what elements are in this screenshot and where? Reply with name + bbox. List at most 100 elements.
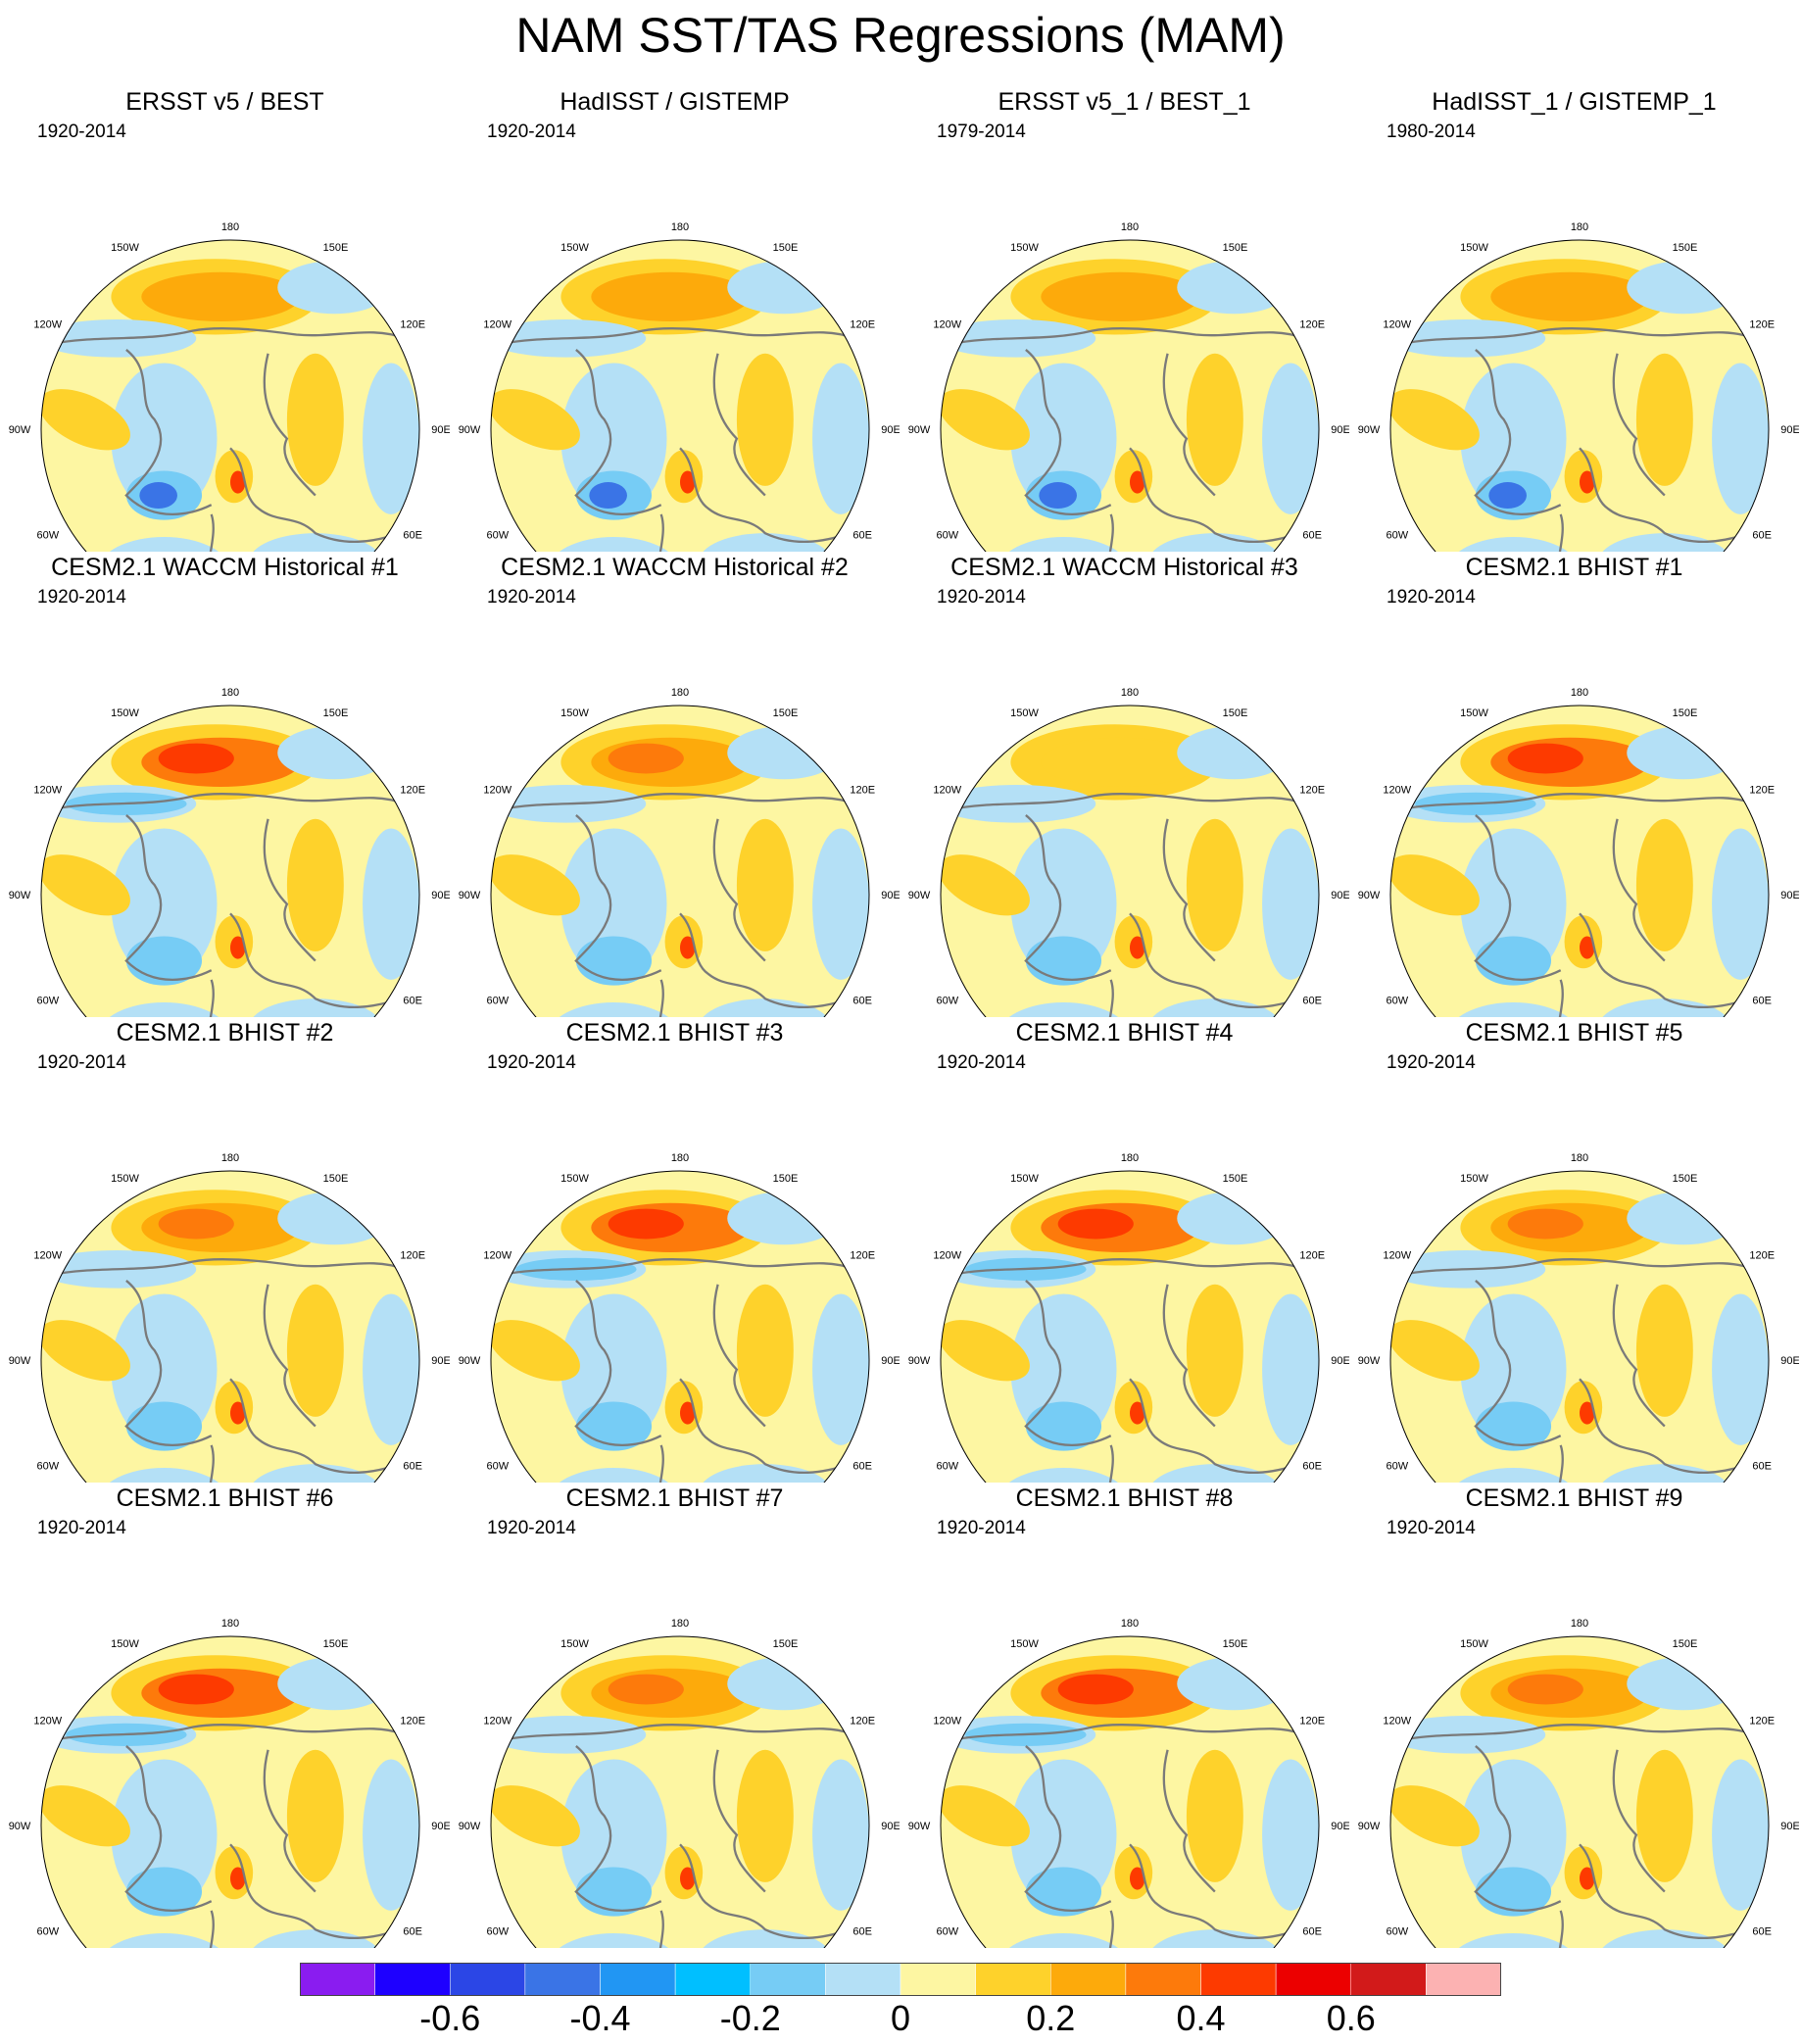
longitude-label: 120W (933, 785, 961, 797)
anomaly-contour (363, 828, 419, 980)
panel-period: 1920-2014 (937, 587, 1026, 608)
coastline (1162, 1749, 1216, 1893)
anomaly-contour (249, 998, 382, 1017)
longitude-label: 60W (936, 996, 958, 1007)
anomaly-contour (249, 1464, 382, 1483)
anomaly-contour (941, 389, 1030, 451)
longitude-label: 180 (221, 1618, 239, 1630)
anomaly-contour (608, 1674, 684, 1705)
longitude-label: 120E (1299, 785, 1325, 797)
polar-map: 180150E120E90E60E30E030W60W90W120W150W (1358, 687, 1799, 1017)
longitude-label: 60E (403, 530, 422, 542)
anomaly-contour (111, 1759, 218, 1911)
anomaly-contour (560, 363, 667, 514)
anomaly-contour (1460, 1293, 1567, 1445)
panel-title: HadISST_1 / GISTEMP_1 (1432, 88, 1717, 116)
anomaly-contour (230, 1867, 246, 1890)
longitude-label: 90E (881, 1821, 900, 1832)
coastline (1024, 1280, 1112, 1446)
longitude-label: 90E (431, 1821, 450, 1832)
anomaly-contour (1186, 818, 1243, 951)
coastline (712, 818, 766, 962)
longitude-label: 120E (1749, 1250, 1775, 1262)
coastline (1474, 349, 1562, 515)
anomaly-contour (560, 1759, 667, 1911)
longitude-label: 60W (936, 530, 958, 542)
coastline (574, 1280, 662, 1446)
longitude-label: 60E (1752, 996, 1772, 1007)
anomaly-contour (1488, 482, 1527, 510)
polar-map: 180150E120E90E60E30E030W60W90W120W150W (459, 1618, 900, 1948)
anomaly-contour (41, 1785, 130, 1847)
longitude-label: 180 (671, 687, 689, 699)
longitude-label: 150W (1010, 707, 1039, 719)
longitude-label: 180 (221, 221, 239, 233)
globe-outline (490, 239, 870, 552)
anomaly-contour (1186, 1284, 1243, 1417)
anomaly-contour (1057, 1208, 1134, 1240)
anomaly-contour (1460, 1759, 1567, 1911)
anomaly-contour (1148, 533, 1282, 552)
longitude-label: 60E (1302, 1926, 1322, 1938)
longitude-label: 90E (1331, 1821, 1349, 1832)
longitude-label: 90E (881, 1355, 900, 1367)
coastline (50, 327, 406, 346)
coastline (574, 814, 662, 981)
map-panel: CESM2.1 BHIST #3 1920-2014 180 150E 120E 90E 6… (450, 1017, 900, 1483)
polar-map: 180150E120E90E60E30E030W60W90W120W150W (908, 687, 1349, 1017)
anomaly-contour (1635, 353, 1693, 486)
anomaly-contour (286, 1749, 344, 1882)
longitude-label: 90E (1780, 1821, 1799, 1832)
longitude-label: 180 (671, 1152, 689, 1164)
anomaly-contour (249, 533, 382, 552)
coastline (712, 1284, 766, 1428)
longitude-label: 120E (400, 1716, 425, 1728)
anomaly-contour (158, 743, 234, 774)
longitude-label: 60E (1302, 996, 1322, 1007)
anomaly-contour (1598, 998, 1731, 1017)
longitude-label: 90W (9, 424, 31, 436)
coastline (206, 1444, 222, 1483)
longitude-label: 150W (111, 707, 139, 719)
longitude-label: 150E (773, 1173, 799, 1185)
globe-outline (1389, 1170, 1770, 1483)
colorbar-tick-label: 0 (890, 1998, 911, 2038)
anomaly-contour (1130, 1867, 1145, 1890)
colorbar-swatch (1426, 1963, 1501, 1996)
longitude-label: 180 (1121, 687, 1139, 699)
coastline (1399, 1724, 1755, 1742)
anomaly-contour (941, 854, 1030, 916)
map-panel: CESM2.1 BHIST #4 1920-2014 180 150E 120E 90E 6… (900, 1017, 1349, 1483)
map-panel: CESM2.1 WACCM Historical #2 1920-2014 180 1… (450, 552, 900, 1017)
coastline (679, 1843, 852, 1939)
panel-title: CESM2.1 WACCM Historical #2 (501, 554, 849, 581)
globe-outline (1389, 239, 1770, 552)
longitude-label: 150W (1010, 242, 1039, 254)
coastline (500, 327, 855, 346)
globe-outline (490, 1635, 870, 1948)
longitude-label: 120E (1299, 1716, 1325, 1728)
globe-outline (40, 1170, 420, 1483)
longitude-label: 150W (1460, 707, 1488, 719)
polar-map: 180150E120E90E60E30E030W60W90W120W150W (459, 221, 900, 552)
longitude-label: 150W (560, 1638, 589, 1650)
anomaly-contour (1580, 470, 1595, 494)
longitude-label: 150W (111, 1638, 139, 1650)
anomaly-contour (1712, 1293, 1769, 1445)
coastline (1399, 1258, 1755, 1277)
anomaly-contour (1598, 533, 1731, 552)
longitude-label: 90E (431, 890, 450, 901)
longitude-label: 150W (560, 1173, 589, 1185)
map-panel: CESM2.1 WACCM Historical #3 1920-2014 180 1… (900, 552, 1349, 1017)
anomaly-contour (230, 936, 246, 959)
coastline (1024, 349, 1112, 515)
figure-title: NAM SST/TAS Regressions (MAM) (515, 8, 1286, 63)
panel-period: 1920-2014 (487, 1052, 576, 1073)
anomaly-contour (560, 828, 667, 980)
panel-title: CESM2.1 WACCM Historical #3 (950, 554, 1298, 581)
polar-map: 180150E120E90E60E30E030W60W90W120W150W (908, 1152, 1349, 1483)
panel-period: 1979-2014 (937, 122, 1026, 142)
anomaly-contour (1010, 1759, 1117, 1911)
anomaly-contour (699, 533, 832, 552)
longitude-label: 90W (9, 1355, 31, 1367)
